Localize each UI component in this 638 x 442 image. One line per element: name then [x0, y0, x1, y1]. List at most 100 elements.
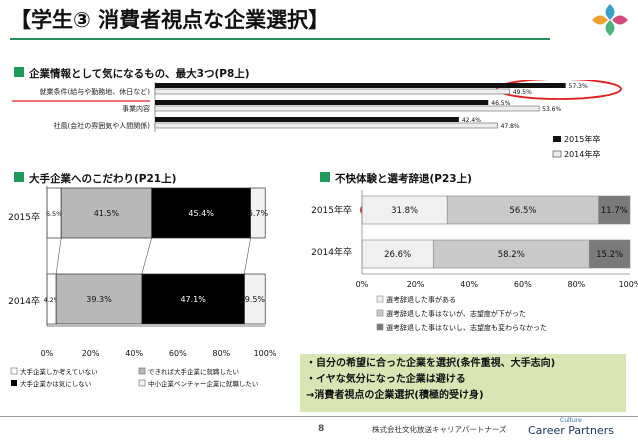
c2-cat-0: 2015卒 [8, 211, 40, 223]
logo-mark-icon [592, 4, 628, 36]
c2-connector-2 [243, 237, 251, 275]
c3-legend-1: 選考辞退した事はないが、志望度が下がった [386, 309, 526, 318]
c3-bar-0-2 [598, 195, 631, 225]
c2-bar-1-3 [244, 273, 266, 325]
c2-value-1-2: 47.1% [180, 295, 206, 304]
c1-legend-2015: 2015年卒 [564, 134, 600, 144]
page-title: 【学生③ 消費者視点な企業選択】 [10, 8, 330, 32]
c3-legend-swatch-0 [376, 295, 384, 303]
summary-line-1: ・自分の希望に合った企業を選択(条件重視、大手志向) [306, 358, 556, 369]
c2-tick-2: 40% [125, 349, 143, 358]
c2-legend-swatch-2 [11, 380, 17, 386]
c3-tick-2: 40% [460, 280, 478, 289]
section3-heading: 不快体験と選考辞退(P23上) [320, 171, 472, 186]
c2-value-1-3: 9.5% [245, 295, 266, 304]
c3-tick-1: 20% [407, 280, 425, 289]
c2-legend-swatch-3 [138, 379, 146, 387]
c3-tick-4: 80% [568, 280, 586, 289]
section3-label: 不快体験と選考辞退(P23上) [335, 173, 472, 185]
c1-cat-1: 事業内容 [122, 104, 150, 113]
c3-tick-3: 60% [514, 280, 532, 289]
c2-value-1-0: 4.2% [43, 296, 60, 304]
c3-cat-1: 2014年卒 [311, 246, 352, 258]
c2-legend-0: 大手企業しか考えていない [20, 367, 98, 376]
company-name: 株式会社文化放送キャリアパートナーズ [372, 425, 507, 434]
page-number: 8 [318, 424, 325, 434]
c3-value-1-1: 58.2% [498, 250, 525, 260]
c3-value-0-0: 31.8% [391, 206, 418, 216]
c1-label-2014-0: 49.5% [513, 89, 532, 96]
c2-tick-1: 20% [82, 349, 100, 358]
section1-heading: 企業情報として気になるもの、最大3つ(P8上) [14, 66, 250, 81]
section-bullet-icon [14, 172, 24, 182]
c2-tick-5: 100% [254, 349, 277, 358]
c1-label-2014-1: 53.6% [542, 106, 561, 113]
c2-value-0-3: 6.7% [248, 209, 269, 218]
c3-tick-0: 0% [356, 280, 369, 289]
c3-value-1-0: 26.6% [384, 250, 411, 260]
c3-bar-1-2 [588, 239, 631, 269]
c3-legend-0: 選考辞退した事がある [386, 295, 456, 304]
c3-legend-swatch-2 [376, 323, 384, 331]
section2-label: 大手企業へのこだわり(P21上) [29, 173, 177, 185]
c2-bar-1-1 [55, 273, 143, 325]
c3-bar-1-0 [361, 239, 434, 269]
c2-legend-swatch-1 [138, 367, 146, 375]
c1-bar-2014-1 [154, 105, 540, 112]
c3-tick-5: 100% [619, 280, 638, 289]
c2-connector-0 [55, 237, 62, 275]
c3-legend-2: 選考辞退した事はないし、志望度も変わらなかった [386, 323, 547, 332]
c2-connector-1 [141, 237, 152, 275]
c2-legend-swatch-0 [10, 367, 18, 375]
section2-heading: 大手企業へのこだわり(P21上) [14, 171, 176, 186]
c1-label-2014-2: 47.8% [501, 123, 520, 130]
c2-value-1-1: 39.3% [86, 295, 112, 304]
summary-line-2: ・イヤな気分になった企業は避ける [306, 374, 466, 385]
c1-cat-0: 就業条件(給与や勤務地、休日など) [40, 87, 151, 96]
c2-bar-1-2 [141, 273, 245, 325]
chart-large-company: 2015卒 2014卒 大手企業しか考えていない できれば大手企業に就職したい … [8, 186, 277, 388]
c1-label-2015-0: 57.3% [569, 83, 588, 90]
c3-value-0-2: 11.7% [601, 206, 628, 216]
c2-bar-0-2 [151, 187, 251, 239]
section-bullet-icon [14, 67, 24, 77]
c1-bar-2015-0 [155, 83, 566, 88]
c2-tick-4: 80% [213, 349, 231, 358]
c2-value-0-0: 6.5% [46, 210, 63, 218]
c3-legend-swatch-1 [376, 309, 384, 317]
logo-text: Career Partners [528, 424, 614, 437]
title-divider [10, 38, 550, 40]
c1-bar-2014-2 [154, 122, 498, 129]
c2-bar-0-3 [250, 187, 266, 239]
section1-label: 企業情報として気になるもの、最大3つ(P8上) [29, 68, 250, 80]
c2-tick-3: 60% [169, 349, 187, 358]
c2-value-0-2: 45.4% [188, 209, 214, 218]
c1-cat-2: 社風(会社の雰囲気や人間関係) [54, 121, 151, 130]
c2-tick-0: 0% [41, 349, 54, 358]
c1-legend-2015-swatch [553, 136, 561, 142]
footer-divider [0, 416, 638, 417]
c1-bar-2015-1 [155, 100, 489, 105]
c3-cat-0: 2015年卒 [311, 204, 352, 216]
c1-label-2015-1: 46.5% [491, 100, 510, 107]
c1-label-2015-2: 42.4% [462, 117, 481, 124]
chart-company-info: 就業条件(給与や勤務地、休日など) 事業内容 社風(会社の雰囲気や人間関係) 2… [12, 80, 622, 159]
c3-value-1-2: 15.2% [596, 250, 623, 260]
c1-legend-2014: 2014年卒 [564, 149, 600, 159]
c2-cat-1: 2014卒 [8, 295, 40, 307]
summary-line-3: →消費者視点の企業選択(積極的受け身) [306, 390, 484, 401]
c3-bar-0-1 [446, 195, 599, 225]
c2-bar-0-1 [60, 187, 152, 239]
c1-bar-2014-0 [154, 88, 511, 95]
c2-legend-3: 中小企業ベンチャー企業に就職したい [148, 379, 258, 388]
c2-value-0-1: 41.5% [94, 209, 120, 218]
section-bullet-icon [320, 172, 330, 182]
c1-legend-2014-swatch [552, 150, 562, 158]
c1-bar-2015-2 [155, 117, 459, 122]
c2-legend-2: 大手企業かは気にしない [20, 379, 91, 388]
c2-legend-1: できれば大手企業に就職したい [148, 367, 239, 376]
logo-small-text: Culture [560, 417, 582, 424]
chart-unpleasant-experience: 2015年卒 2014年卒 選考辞退した事がある 選考辞退した事はないが、志望度… [311, 190, 638, 332]
c3-value-0-1: 56.5% [509, 206, 536, 216]
summary-box: ・自分の希望に合った企業を選択(条件重視、大手志向) ・イヤな気分になった企業は… [300, 354, 626, 412]
